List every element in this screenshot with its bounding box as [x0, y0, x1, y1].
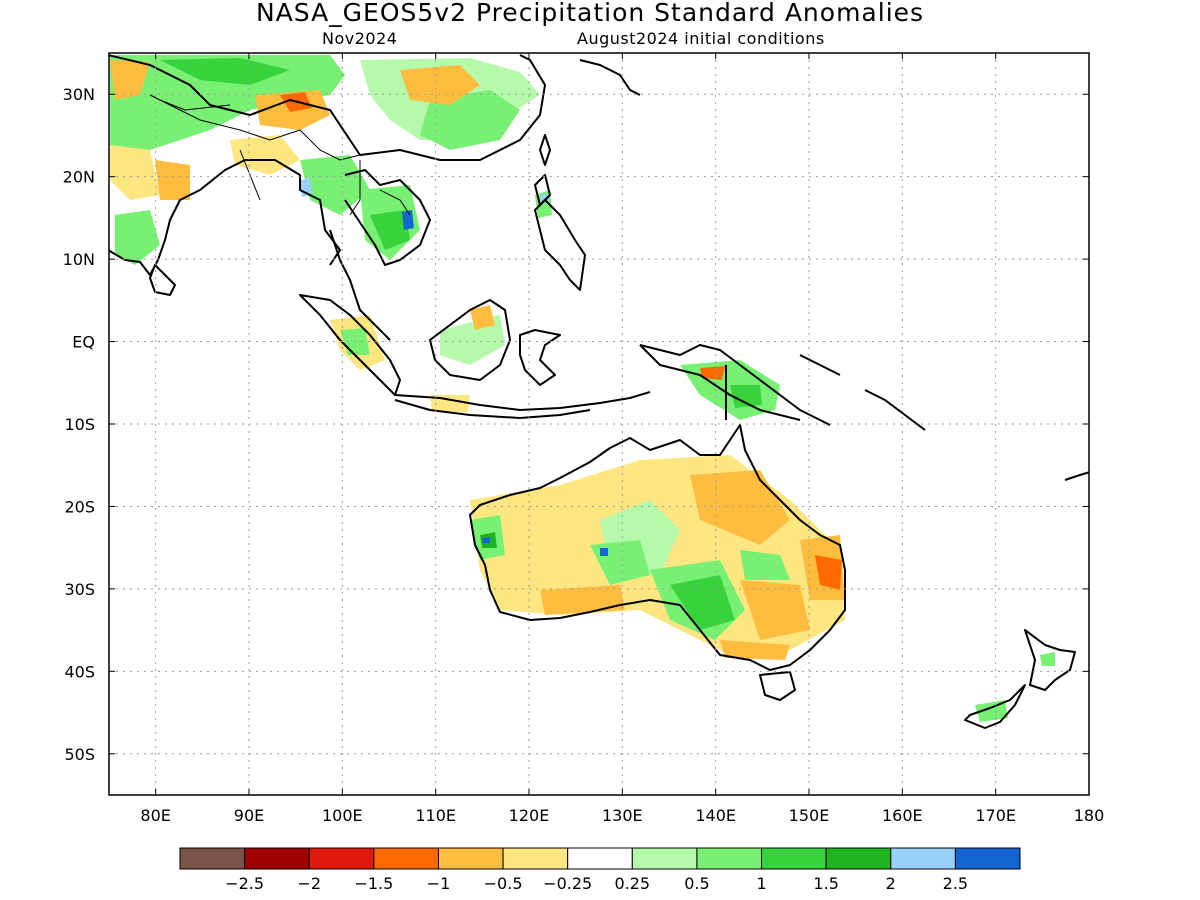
colorbar-swatch — [567, 847, 633, 870]
colorbar-label: 2 — [886, 874, 896, 893]
colorbar-swatch — [890, 847, 956, 870]
anomaly-shading-new-zealand — [975, 652, 1055, 722]
colorbar-swatch — [244, 847, 310, 870]
lon-label: 80E — [140, 806, 170, 825]
colorbar-label: 0.25 — [614, 874, 650, 893]
lon-label: 160E — [882, 806, 923, 825]
colorbar-swatch — [373, 847, 439, 870]
colorbar-label: −2 — [297, 874, 321, 893]
forecast-month: Nov2024 — [322, 29, 398, 48]
coastlines — [109, 54, 1089, 729]
lat-label: 30S — [64, 580, 95, 599]
lon-label: 110E — [415, 806, 456, 825]
anomaly-shading-new-guinea — [680, 360, 780, 420]
colorbar-swatch — [631, 847, 698, 870]
lat-label: 10S — [64, 415, 95, 434]
lat-label: 40S — [64, 662, 95, 681]
lon-label: 120E — [509, 806, 550, 825]
colorbar-label: −2.5 — [225, 874, 264, 893]
lon-label: 90E — [234, 806, 264, 825]
lat-label: EQ — [72, 333, 95, 352]
lat-label: 50S — [64, 745, 95, 764]
initial-conditions: August2024 initial conditions — [577, 29, 825, 48]
lon-label: 150E — [789, 806, 830, 825]
lat-label: 30N — [63, 85, 95, 104]
lat-label: 10N — [63, 250, 95, 269]
colorbar-swatch — [502, 847, 569, 870]
colorbar-label: −0.5 — [484, 874, 523, 893]
colorbar-label: −1 — [427, 874, 451, 893]
colorbar-label: 2.5 — [943, 874, 968, 893]
colorbar-label: −1.5 — [354, 874, 393, 893]
colorbar-label: 0.5 — [684, 874, 709, 893]
colorbar-label: 1 — [756, 874, 766, 893]
colorbar-swatch — [437, 847, 504, 870]
colorbar-swatch — [179, 847, 246, 870]
colorbar-labels: −2.5 −2 −1.5 −1 −0.5 −0.25 0.25 0.5 1 1.5 2 2.5 — [225, 874, 968, 893]
latitude-labels: 30N 20N 10N EQ 10S 20S 30S 40S 50S — [63, 85, 95, 764]
longitude-labels: 80E 90E 100E 110E 120E 130E 140E 150E 160E 170E 18… — [140, 806, 1104, 825]
lon-label: 170E — [975, 806, 1016, 825]
lon-label: 130E — [602, 806, 643, 825]
anomaly-shading-asia — [110, 55, 552, 412]
axis-ticks — [109, 53, 1090, 795]
colorbar-swatch — [954, 847, 1021, 870]
borders — [149, 94, 411, 216]
colorbar-swatch — [825, 847, 892, 870]
chart-title: NASA_GEOS5v2 Precipitation Standard Anom… — [255, 0, 925, 27]
colorbar-swatch — [696, 847, 763, 870]
colorbar-label: −0.25 — [543, 874, 592, 893]
lat-label: 20S — [64, 497, 95, 516]
colorbar — [179, 847, 1021, 870]
lon-label: 140E — [695, 806, 736, 825]
lon-label: 100E — [322, 806, 363, 825]
colorbar-swatch — [761, 847, 827, 870]
lat-label: 20N — [63, 168, 95, 187]
colorbar-label: 1.5 — [813, 874, 838, 893]
colorbar-swatch — [308, 847, 375, 870]
gridlines — [109, 53, 1089, 795]
lon-label: 180 — [1074, 806, 1105, 825]
